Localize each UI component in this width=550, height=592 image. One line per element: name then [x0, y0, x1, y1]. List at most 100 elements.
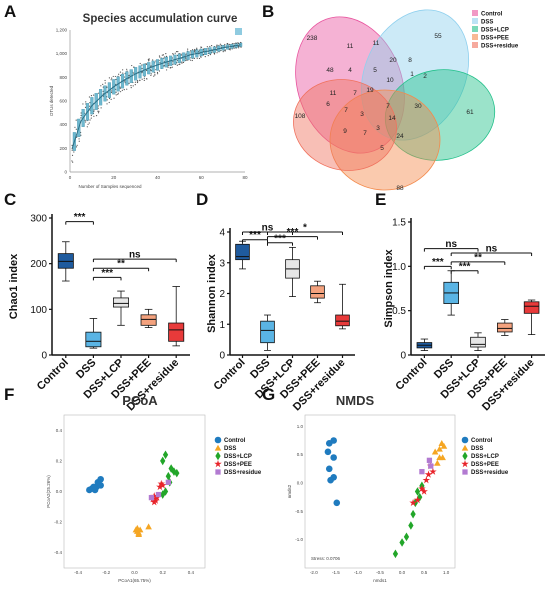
scatter-point: [156, 482, 164, 491]
chart-a-scatter-dot: [159, 62, 161, 64]
x-tick-label: -1.0: [354, 570, 362, 575]
chart-a-scatter-dot: [161, 54, 163, 56]
scatter-legend-label: DSS+LCP: [224, 454, 252, 460]
y-tick-label: 3: [219, 258, 225, 269]
scatter-point: [153, 493, 161, 501]
chart-a-scatter-dot: [181, 61, 183, 63]
chart-a-scatter-dot: [82, 103, 84, 105]
plot-frame: [63, 414, 206, 569]
scatter-point: [151, 496, 160, 504]
y-tick-label: 0: [400, 351, 406, 362]
y-axis-label: nmds2: [287, 484, 292, 498]
venn-region-count: 6: [326, 101, 330, 108]
y-tick-label: -0.4: [54, 550, 62, 555]
panel-b-venn: 238 55 61 88 108 11 11 20 8 1 2 48 4 5 10 30 14 24 11 7 19 6 7…: [293, 9, 519, 192]
chart-a-scatter-dot: [176, 54, 179, 57]
chart-a-scatter-dot: [229, 48, 231, 50]
chart-a-scatter-dot: [89, 102, 91, 104]
chart-a-scatter-dot: [152, 59, 154, 61]
y-tick-label: 0.4: [56, 428, 63, 433]
chart-a-ylabel: OTUs detected: [49, 85, 54, 116]
panel-f-pcoa: PCoA -0.4 -0.2 0.0 0.2 0.4 -0.4 -0.2 0.0 0.2 0.4 P…: [46, 393, 262, 583]
chart-a-scatter-dot: [78, 140, 80, 142]
chart-a-scatter-dot: [172, 61, 174, 63]
x-tick-label: -0.4: [74, 570, 82, 575]
chart-a-scatter-dot: [139, 79, 141, 82]
chart-a-scatter-dot: [90, 117, 92, 119]
y-tick-label: 1.0: [392, 262, 406, 273]
scatter-point: [165, 471, 171, 481]
scatter-point: [429, 467, 437, 475]
chart-a-scatter-dot: [207, 48, 209, 50]
chart-a-scatter-dot: [128, 82, 130, 84]
chart-a-scatter-dot: [171, 66, 173, 68]
chart-a-scatter-dot: [204, 55, 206, 58]
chart-a-scatter-dot: [191, 59, 193, 62]
chart-a-scatter-dot: [224, 43, 226, 46]
scatter-legend-label: DSS+PEE: [224, 462, 252, 468]
y-tick-label: -0.2: [54, 520, 62, 525]
scatter-legend-label: DSS+LCP: [471, 454, 499, 460]
y-tick-label: 4: [219, 228, 225, 239]
chart-a-scatter-dot: [141, 67, 143, 70]
venn-ellipse-3: [329, 89, 441, 191]
panel-g-nmds: NMDS -2.0 -1.5 -1.0 -0.5 0.0 0.5 1.0 -1.0 -0.5 0.…: [287, 393, 509, 583]
y-axis-label: PCoA2(25.26%): [46, 475, 51, 508]
sig-label: ***: [432, 257, 444, 268]
chart-a-scatter-dot: [226, 43, 229, 45]
chart-a-scatter-dot: [202, 48, 205, 50]
chart-a-scatter-dot: [114, 75, 116, 78]
x-tick-label: -2.0: [310, 570, 318, 575]
chart-a-scatter-dot: [117, 92, 119, 94]
chart-a-scatter-dot: [235, 42, 237, 44]
venn-region-count: 61: [466, 109, 474, 116]
chart-a-scatter-dot: [224, 49, 226, 51]
chart-a-scatter-dot: [210, 45, 213, 47]
chart-a-scatter-dot: [86, 126, 88, 128]
scatter-point: [90, 483, 97, 491]
chart-a-scatter-dot: [110, 91, 113, 94]
y-tick-label: 1: [219, 320, 225, 331]
chart-a-xtick: 20: [111, 175, 117, 180]
chart-a-scatter-dot: [93, 94, 95, 96]
chart-a-scatter-dot: [189, 59, 192, 61]
venn-legend-swatch: [472, 18, 478, 24]
chart-a-scatter-dot: [167, 64, 170, 66]
chart-a-ytick: 600: [59, 99, 67, 104]
panel-label-c: C: [4, 190, 16, 209]
chart-a-scatter-dot: [216, 52, 218, 54]
chart-a-scatter-dot: [119, 71, 122, 73]
chart-a-scatter-dot: [209, 53, 212, 56]
scatter-point: [410, 509, 416, 519]
chart-a-scatter-dot: [200, 46, 203, 48]
chart-a-scatter-dot: [150, 74, 152, 77]
scatter-legend-label: DSS: [224, 446, 236, 452]
y-tick-label: 0.5: [392, 306, 406, 317]
chart-a-scatter-dot: [150, 73, 152, 75]
venn-region-count: 7: [344, 107, 348, 114]
venn-region-count: 108: [295, 113, 306, 120]
venn-region-count: 14: [388, 115, 396, 122]
chart-a-scatter-dot: [198, 57, 201, 60]
panel-a-accumulation: Species accumulation curve 0200400600800…: [49, 13, 248, 189]
scatter-point: [145, 523, 152, 530]
venn-region-count: 48: [326, 67, 334, 74]
chart-a-scatter-dot: [126, 88, 128, 90]
x-tick-label: 0.2: [160, 570, 167, 575]
venn-region-count: 20: [389, 57, 397, 64]
venn-region-count: 11: [330, 90, 337, 97]
venn-legend-swatch: [472, 42, 478, 48]
chart-a-scatter-dot: [136, 81, 138, 83]
chart-a-scatter-dot: [95, 115, 98, 117]
scatter-point: [174, 468, 180, 478]
plot-frame: [304, 414, 456, 569]
chart-a-scatter-dot: [141, 64, 143, 66]
sig-label: ***: [459, 261, 471, 272]
chart-a-scatter-dot: [134, 84, 136, 86]
chart-a-scatter-dot: [106, 103, 108, 105]
venn-legend-label: Control: [481, 12, 503, 18]
chart-a-scatter-dot: [237, 42, 239, 44]
x-tick-label: DSS: [74, 357, 98, 381]
chart-f-title: PCoA: [122, 393, 158, 408]
chart-a-scatter-dot: [76, 144, 78, 146]
